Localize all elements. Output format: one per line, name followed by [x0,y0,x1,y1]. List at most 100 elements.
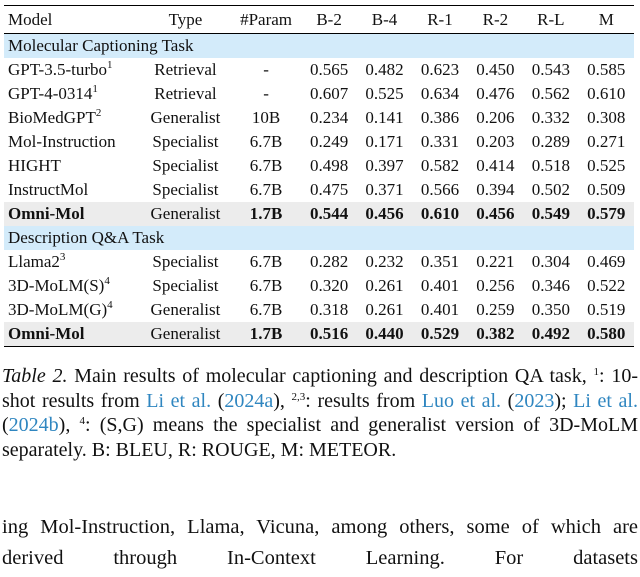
table-row: 3D-MoLM(G)4 Generalist 6.7B 0.318 0.261 0.401… [4,298,634,322]
score-cell: 0.256 [476,276,515,295]
model-cell: BioMedGPT2 [4,106,140,130]
table-caption: Table 2. Main results of molecular capti… [2,364,638,462]
score-cell: 0.476 [476,84,515,103]
model-name: InstructMol [8,180,89,199]
table-row: Omni-Mol Generalist 1.7B 0.516 0.440 0.529 0.3… [4,322,634,347]
score-cell: 0.304 [531,252,570,271]
score-cell: 0.580 [578,322,634,347]
footnote-mark: 2 [95,107,102,119]
type-cell: Retrieval [154,60,217,79]
column-header: Type [140,5,231,34]
caption-text: : results from [305,389,422,412]
type-cell: Specialist [152,156,219,175]
score-cell: 0.607 [309,84,349,103]
score-cell: 0.350 [531,300,570,319]
score-cell: 0.203 [476,132,515,151]
score-cell: 0.401 [420,300,460,319]
type-cell: Generalist [140,202,231,226]
score-cell: 0.525 [587,156,626,175]
score-cell: 0.456 [356,202,413,226]
score-cell: 0.289 [531,132,570,151]
caption-text: ( [211,389,225,412]
param-cell: 6.7B [249,180,283,199]
model-cell: Llama23 [4,250,140,274]
score-cell: 0.351 [420,252,460,271]
model-cell: Omni-Mol [4,202,141,226]
model-cell: HIGHT [4,154,140,178]
type-cell: Generalist [150,108,221,127]
footnote-mark: 4 [107,299,113,311]
citation-link[interactable]: 2024b [8,414,59,436]
score-cell: 0.332 [531,108,570,127]
score-cell: 0.232 [365,252,404,271]
model-cell: GPT-4-03141 [4,82,140,106]
model-name: HIGHT [8,156,61,175]
param-cell: - [263,84,269,103]
model-cell: InstructMol [4,178,140,202]
model-cell: Mol-Instruction [4,130,140,154]
score-cell: 0.518 [531,156,570,175]
table-row: Mol-Instruction Specialist 6.7B 0.249 0.171 0… [4,130,634,154]
column-header: R-1 [412,5,468,34]
citation-link[interactable]: Li et al. [573,389,638,412]
param-cell: 6.7B [249,300,283,319]
citation-link[interactable]: Luo et al. [421,389,502,412]
footnote-mark: 4 [104,275,110,287]
score-cell: 0.249 [309,132,349,151]
footnote-mark: 1 [107,59,113,71]
footnote-mark: 1 [92,83,98,95]
type-cell: Specialist [152,276,219,295]
param-cell: 10B [251,108,281,127]
citation-link[interactable]: Li et al. [146,389,212,412]
score-cell: 0.450 [476,60,515,79]
caption-text: Main results of molecular captioning and… [67,365,594,387]
param-cell: 1.7B [230,322,302,347]
param-cell: 6.7B [249,132,283,151]
param-cell: 1.7B [230,202,302,226]
model-name: Mol-Instruction [8,132,116,151]
table-row: Llama23 Specialist 6.7B 0.282 0.232 0.351 0.22… [4,250,634,274]
score-cell: 0.562 [531,84,570,103]
score-cell: 0.259 [476,300,515,319]
column-header: R-2 [467,5,524,34]
param-cell: 6.7B [249,156,283,175]
score-cell: 0.579 [578,202,634,226]
score-cell: 0.525 [365,84,404,103]
header-row: Model Type #Param B-2 B-4 R-1 R-2 R-L M [4,5,634,34]
score-cell: 0.440 [356,322,413,347]
param-cell: 6.7B [249,252,283,271]
body-text: ing Mol-Instruction, Llama, Vicuna, amon… [2,516,638,569]
score-cell: 0.544 [301,202,357,226]
model-cell: 3D-MoLM(G)4 [4,298,140,322]
score-cell: 0.543 [531,60,570,79]
score-cell: 0.475 [309,180,349,199]
citation-link[interactable]: 2024a [224,389,274,412]
score-cell: 0.502 [531,180,570,199]
score-cell: 0.331 [420,132,460,151]
score-cell: 0.141 [365,108,404,127]
score-cell: 0.585 [587,60,626,79]
score-cell: 0.516 [301,322,357,347]
score-cell: 0.386 [420,108,460,127]
model-name: 3D-MoLM(G) [8,300,108,319]
caption-text: ), [273,389,292,412]
model-cell: Omni-Mol [4,322,141,347]
score-cell: 0.469 [587,252,626,271]
table-row: InstructMol Specialist 6.7B 0.475 0.371 0.566… [4,178,634,202]
column-header: #Param [230,5,302,34]
table-row: GPT-4-03141 Retrieval - 0.607 0.525 0.634 0.47… [4,82,634,106]
caption-text: ), [58,414,80,436]
results-table: Model Type #Param B-2 B-4 R-1 R-2 R-L M Molecular… [4,5,634,347]
score-cell: 0.271 [587,132,626,151]
score-cell: 0.171 [365,132,404,151]
section-row: Molecular Captioning Task [4,33,634,58]
caption-text: ( [2,414,9,436]
score-cell: 0.566 [420,180,460,199]
citation-link[interactable]: 2023 [514,389,555,412]
column-header: Model [4,5,141,34]
score-cell: 0.308 [587,108,626,127]
score-cell: 0.382 [467,322,524,347]
table-row: HIGHT Specialist 6.7B 0.498 0.397 0.582 0.414 0… [4,154,634,178]
score-cell: 0.414 [476,156,515,175]
